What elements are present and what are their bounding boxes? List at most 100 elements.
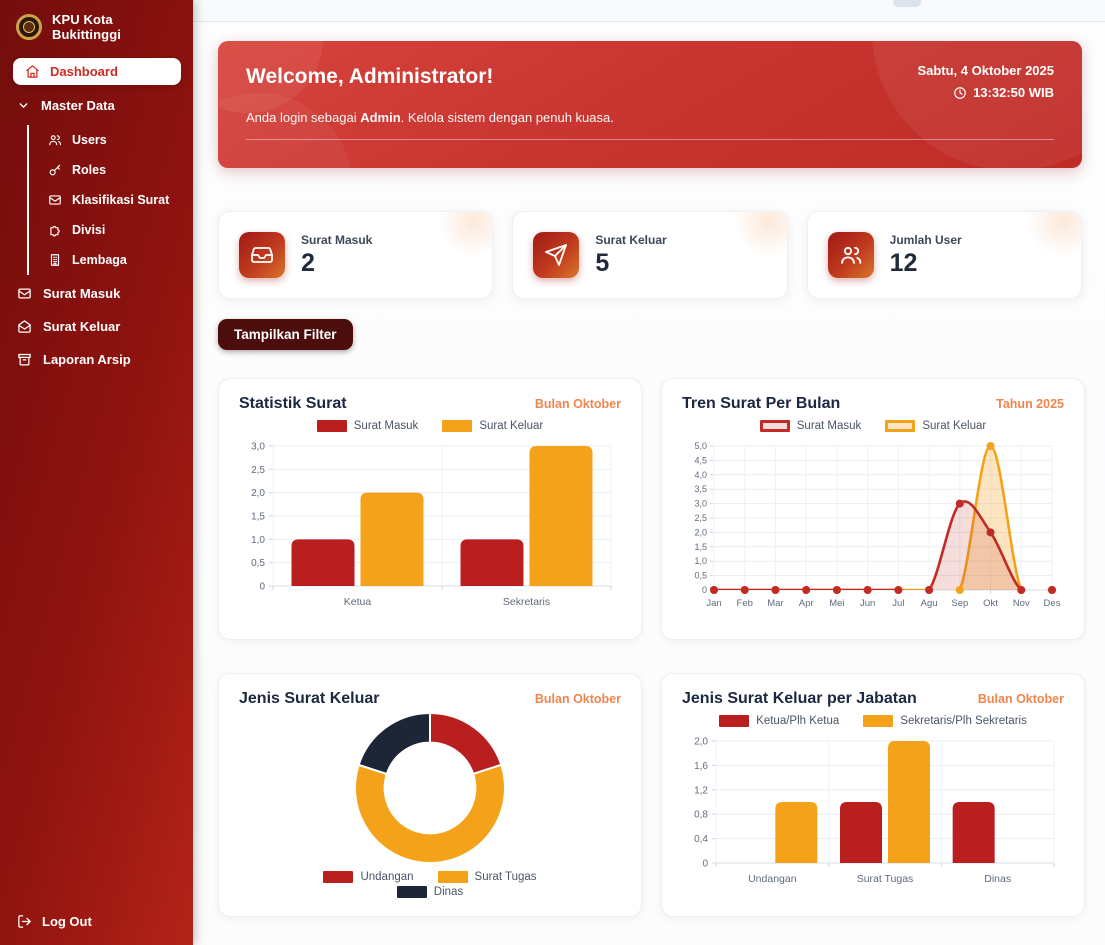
bar[interactable] (291, 539, 355, 586)
logout-button[interactable]: Log Out (17, 914, 92, 929)
donut-slice[interactable] (429, 712, 503, 776)
svg-text:2,5: 2,5 (251, 465, 265, 476)
building-icon (48, 253, 62, 267)
chart-title: Jenis Surat Keluar per Jabatan (682, 690, 917, 707)
bar[interactable] (529, 446, 593, 586)
kpu-logo (16, 14, 42, 40)
legend-item[interactable]: Dinas (396, 886, 463, 898)
svg-text:Agu: Agu (921, 598, 938, 609)
chart-card-statistik-surat: Statistik Surat Bulan Oktober Surat Masu… (218, 378, 642, 640)
legend-label: Surat Masuk (353, 420, 419, 432)
sidebar-item-label: Dashboard (50, 64, 118, 79)
svg-text:3,0: 3,0 (694, 499, 707, 509)
sidebar-item-label: Lembaga (72, 253, 127, 267)
stat-value: 5 (595, 249, 610, 277)
bar[interactable] (360, 492, 424, 586)
sidebar-item-divisi[interactable]: Divisi (29, 215, 193, 245)
legend-swatch (396, 886, 427, 898)
bar[interactable] (952, 802, 995, 863)
bar-chart-canvas[interactable]: 0 0,4 0,8 1,2 1,6 2,0 Undangan Surat Tugas Dinas (682, 731, 1064, 889)
archive-icon (17, 352, 32, 367)
donut-slice[interactable] (357, 712, 431, 776)
sidebar-group-master-data[interactable]: Master Data (0, 85, 193, 117)
svg-text:Ketua: Ketua (344, 596, 372, 608)
stat-label: Surat Keluar (595, 233, 667, 247)
svg-text:0: 0 (702, 859, 708, 870)
donut-slice[interactable] (354, 763, 506, 864)
stat-text: Jumlah User 12 (890, 232, 962, 278)
chart-legend: Undangan Surat Tugas Dinas (239, 871, 621, 898)
stat-card-surat-masuk: Surat Masuk 2 (218, 211, 494, 299)
chart-card-jenis-surat-keluar: Jenis Surat Keluar Bulan Oktober Undanga… (218, 673, 642, 917)
legend-item[interactable]: Surat Keluar (885, 420, 986, 432)
sidebar-item-laporan-arsip[interactable]: Laporan Arsip (0, 343, 193, 376)
legend-item[interactable]: Surat Masuk (316, 420, 419, 432)
legend-item[interactable]: Surat Keluar (442, 420, 543, 432)
chart-period-badge: Bulan Oktober (534, 397, 621, 411)
svg-text:5,0: 5,0 (694, 441, 707, 451)
legend-item[interactable]: Undangan (323, 871, 414, 883)
sidebar-item-label: Roles (72, 163, 107, 177)
sidebar-item-klasifikasi-surat[interactable]: Klasifikasi Surat (29, 185, 193, 215)
bar[interactable] (840, 802, 882, 863)
charts-grid: Statistik Surat Bulan Oktober Surat Masu… (218, 378, 1085, 917)
bar[interactable] (775, 802, 818, 863)
banner-time-text: 13:32:50 WIB (973, 85, 1054, 100)
stats-row: Surat Masuk 2 Surat Keluar 5 Jumlah User… (218, 211, 1082, 299)
stat-text: Surat Masuk 2 (301, 232, 372, 278)
sidebar-item-roles[interactable]: Roles (29, 155, 193, 185)
welcome-title: Welcome, Administrator! (246, 65, 494, 88)
legend-label: Surat Keluar (922, 420, 987, 432)
svg-text:Jul: Jul (892, 598, 904, 609)
svg-text:Apr: Apr (799, 598, 814, 609)
bar-chart-canvas[interactable]: 0 0,5 1,0 1,5 2,0 2,5 3,0 Ketua Sekretaris (239, 436, 621, 612)
clock-icon (953, 86, 967, 100)
line-chart-canvas[interactable]: 0 0,5 1,0 1,5 2,0 2,5 3,0 3,5 4,0 4,5 5,0 Jan Feb Mar… (682, 436, 1064, 612)
users-icon (827, 232, 874, 278)
sidebar-item-label: Laporan Arsip (43, 352, 131, 367)
stat-label: Jumlah User (889, 233, 962, 247)
scrollbar-thumb[interactable] (893, 0, 921, 7)
line-series[interactable] (714, 500, 1052, 596)
svg-text:0,5: 0,5 (694, 571, 707, 581)
sidebar-item-surat-keluar[interactable]: Surat Keluar (0, 310, 193, 343)
banner-subtitle: Anda login sebagai Admin. Kelola sistem … (246, 110, 614, 125)
svg-text:Nov: Nov (1013, 598, 1030, 609)
legend-swatch (323, 871, 354, 883)
svg-text:1,2: 1,2 (694, 785, 708, 796)
mail-icon (48, 193, 62, 207)
brand: KPU Kota Bukittinggi (0, 0, 193, 42)
svg-text:2,0: 2,0 (694, 737, 708, 748)
bar[interactable] (460, 539, 524, 586)
logout-label: Log Out (42, 914, 92, 929)
bar[interactable] (888, 741, 930, 863)
main-content: Welcome, Administrator! Sabtu, 4 Oktober… (193, 23, 1105, 945)
svg-text:Sekretaris: Sekretaris (503, 596, 550, 608)
envelope-open-icon (17, 319, 32, 334)
svg-text:1,5: 1,5 (694, 542, 707, 552)
show-filter-button[interactable]: Tampilkan Filter (218, 319, 353, 350)
sidebar-item-surat-masuk[interactable]: Surat Masuk (0, 277, 193, 310)
svg-text:Jun: Jun (860, 598, 875, 609)
banner-decor-circle (218, 93, 353, 168)
svg-text:Feb: Feb (737, 598, 753, 609)
stat-label: Surat Masuk (301, 233, 373, 247)
legend-swatch (863, 715, 894, 727)
svg-text:Jan: Jan (706, 598, 721, 609)
legend-item[interactable]: Ketua/Plh Ketua (719, 715, 839, 727)
line-series[interactable] (714, 444, 1052, 601)
sidebar-item-users[interactable]: Users (29, 125, 193, 155)
legend-item[interactable]: Surat Masuk (759, 420, 861, 432)
envelope-icon (17, 286, 32, 301)
sidebar-item-dashboard[interactable]: Dashboard (13, 58, 181, 85)
donut-chart-canvas[interactable] (239, 712, 621, 864)
chart-period-badge: Tahun 2025 (996, 397, 1064, 411)
puzzle-icon (48, 223, 62, 237)
logout-icon (17, 914, 32, 929)
legend-item[interactable]: Surat Tugas (437, 871, 537, 883)
svg-text:4,0: 4,0 (694, 470, 707, 480)
sidebar-item-label: Surat Masuk (43, 286, 121, 301)
legend-item[interactable]: Sekretaris/Plh Sekretaris (863, 715, 1027, 727)
sidebar-item-lembaga[interactable]: Lembaga (29, 245, 193, 275)
svg-text:1,6: 1,6 (694, 761, 708, 772)
